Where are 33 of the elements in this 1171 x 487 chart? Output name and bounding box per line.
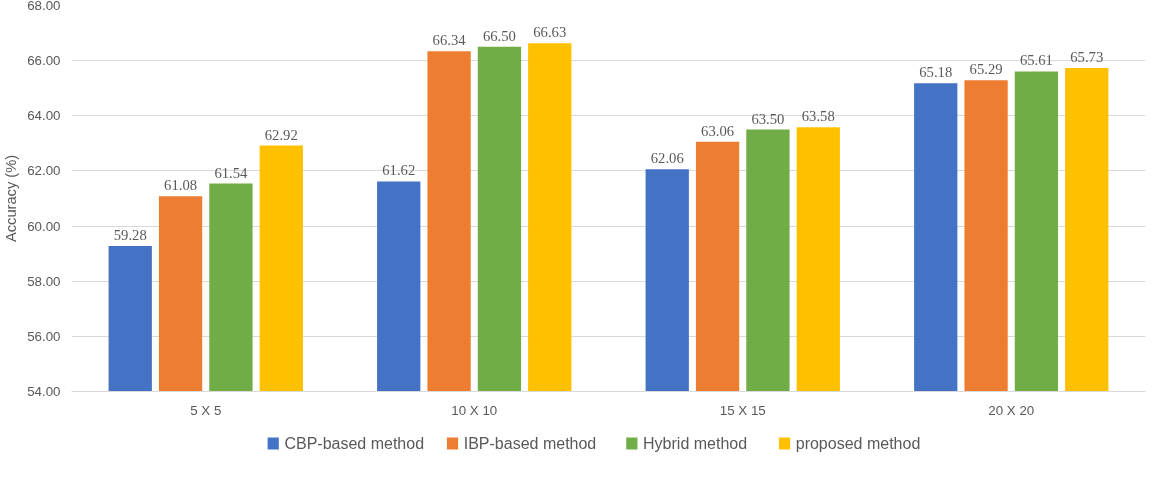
data-label: 61.08 (164, 177, 198, 194)
data-label: 59.28 (113, 226, 147, 243)
data-label: 66.34 (432, 32, 467, 49)
x-tick-label: 15 X 15 (719, 402, 766, 418)
data-label: 63.06 (701, 122, 735, 139)
data-label: 65.73 (1070, 49, 1104, 66)
y-tick-label: 56.00 (27, 328, 61, 344)
x-tick-label: 5 X 5 (190, 402, 222, 418)
y-tick-label: 62.00 (27, 163, 61, 179)
y-tick-label: 58.00 (27, 273, 61, 289)
y-tick-label: 64.00 (27, 108, 61, 124)
data-label: 63.50 (751, 110, 785, 127)
y-tick-label: 60.00 (27, 218, 61, 234)
data-label: 66.63 (533, 24, 567, 41)
data-label: 65.29 (969, 61, 1003, 78)
data-label: 65.18 (919, 64, 953, 81)
legend-label: IBP-based method (463, 435, 597, 452)
x-tick-label: 10 X 10 (451, 402, 498, 418)
data-label: 63.58 (801, 108, 835, 125)
data-label: 61.62 (382, 162, 416, 179)
y-tick-label: 68.00 (27, 0, 61, 13)
legend-label: Hybrid method (643, 435, 748, 452)
y-tick-label: 66.00 (27, 53, 61, 69)
legend-label: proposed method (795, 435, 921, 452)
legend-label: CBP-based method (284, 435, 425, 452)
data-label: 62.92 (264, 126, 298, 143)
data-label: 61.54 (214, 164, 249, 181)
y-axis-title: Accuracy (%) (3, 154, 20, 243)
data-label: 62.06 (650, 150, 684, 167)
data-label: 66.50 (482, 27, 516, 44)
data-label: 65.61 (1019, 52, 1053, 69)
y-tick-label: 54.00 (27, 384, 61, 399)
x-tick-label: 20 X 20 (988, 402, 1035, 418)
